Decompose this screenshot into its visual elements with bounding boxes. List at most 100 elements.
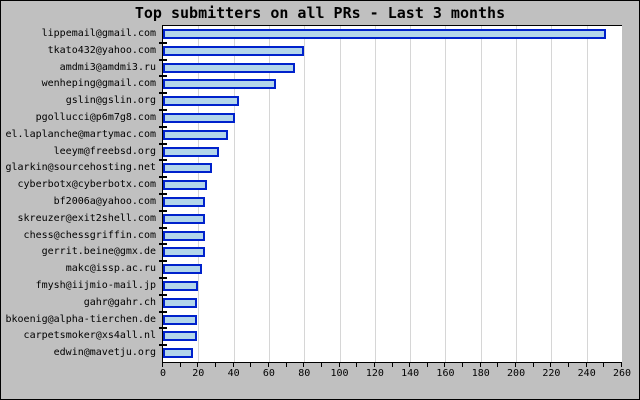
y-axis-tick — [159, 344, 167, 347]
x-axis-tick-110 — [356, 363, 358, 367]
category-label: bkoenig@alpha-tierchen.de — [5, 313, 156, 325]
bar-leeym@freebsd.org — [163, 146, 220, 157]
bar-bkoenig@alpha-tierchen.de — [163, 314, 197, 325]
x-tick-label-40: 40 — [227, 368, 240, 379]
category-label: carpetsmoker@xs4all.nl — [23, 330, 156, 342]
x-axis-tick-230 — [568, 363, 570, 367]
bar-edwin@mavetju.org — [163, 348, 193, 359]
x-axis-tick-180 — [479, 363, 481, 367]
x-axis-tick-240 — [585, 363, 587, 367]
x-axis-tick-200 — [515, 363, 517, 367]
x-tick-label-180: 180 — [471, 368, 490, 379]
bar-bf2006a@yahoo.com — [163, 197, 206, 207]
gridline-x-80 — [304, 26, 306, 362]
x-axis-tick-220 — [550, 363, 552, 367]
gridline-x-100 — [339, 26, 341, 362]
plot-area — [159, 25, 622, 363]
x-axis-tick-160 — [444, 363, 446, 367]
x-tick-label-140: 140 — [401, 368, 420, 379]
category-label: tkato432@yahoo.com — [47, 44, 156, 56]
x-axis-tick-80 — [303, 363, 305, 367]
x-tick-label-260: 260 — [612, 368, 632, 379]
x-axis-tick-100 — [338, 363, 340, 367]
x-axis-tick-170 — [462, 363, 464, 367]
gridline-x-220 — [551, 26, 553, 362]
y-axis-tick — [159, 75, 167, 78]
x-tick-label-200: 200 — [507, 368, 526, 379]
x-axis-tick-70 — [285, 363, 287, 367]
y-axis-tick — [159, 142, 167, 145]
bar-makc@issp.ac.ru — [163, 264, 202, 275]
x-axis-tick-130 — [391, 363, 393, 367]
gridline-x-200 — [516, 26, 518, 362]
category-label: lippemail@gmail.com — [41, 28, 156, 39]
x-axis-tick-260 — [621, 363, 622, 367]
x-tick-label-220: 220 — [542, 368, 561, 379]
bar-chess@chessgriffin.com — [163, 230, 206, 241]
bar-wenheping@gmail.com — [163, 79, 276, 90]
bar-lippemail@gmail.com — [163, 29, 607, 39]
category-label: wenheping@gmail.com — [41, 78, 156, 90]
x-axis-tick-50 — [250, 363, 252, 367]
category-label: edwin@mavetju.org — [53, 347, 156, 359]
y-axis-tick — [159, 41, 167, 44]
y-axis-tick — [159, 125, 167, 128]
bar-cyberbotx@cyberbotx.com — [163, 180, 208, 191]
bar-gahr@gahr.ch — [163, 297, 197, 308]
x-axis-tick-10 — [179, 363, 181, 367]
x-axis-tick-150 — [426, 363, 428, 367]
x-axis-tick-30 — [214, 363, 216, 367]
x-tick-label-100: 100 — [330, 368, 349, 379]
gridline-x-40 — [233, 26, 235, 362]
y-axis-tick — [159, 109, 167, 111]
category-label: gslin@gslin.org — [65, 95, 156, 107]
category-label: cyberbotx@cyberbotx.com — [17, 179, 156, 191]
x-tick-label-160: 160 — [436, 368, 455, 379]
y-axis-tick — [159, 193, 167, 195]
y-axis-tick — [159, 58, 167, 61]
bar-skreuzer@exit2shell.com — [163, 213, 206, 224]
category-label: chess@chessgriffin.com — [23, 229, 156, 241]
bar-el.laplanche@martymac.com — [163, 129, 229, 140]
bar-tkato432@yahoo.com — [163, 45, 305, 56]
gridline-x-180 — [480, 26, 482, 362]
gridline-x-20 — [198, 26, 200, 362]
y-axis-tick — [159, 176, 167, 179]
x-axis-tick-190 — [497, 363, 499, 367]
gridline-x-140 — [410, 26, 412, 362]
y-axis-tick — [159, 260, 167, 263]
y-axis-labels: lippemail@gmail.com tkato432@yahoo.com amd… — [1, 26, 156, 362]
gridline-x-240 — [586, 26, 588, 362]
bar-gerrit.beine@gmx.de — [163, 247, 206, 258]
x-tick-label-80: 80 — [298, 368, 311, 379]
x-axis-tick-40 — [232, 363, 234, 367]
x-axis-tick-210 — [532, 363, 534, 367]
category-label: glarkin@sourcehosting.net — [5, 162, 156, 174]
bar-fmysh@iijmio-mail.jp — [163, 281, 199, 291]
category-label: skreuzer@exit2shell.com — [17, 212, 156, 224]
category-label: bf2006a@yahoo.com — [53, 196, 156, 207]
bar-pgollucci@p6m7g8.com — [163, 113, 236, 123]
y-axis-tick — [159, 159, 167, 162]
x-tick-label-120: 120 — [365, 368, 384, 379]
gridline-x-120 — [374, 26, 376, 362]
y-axis-tick — [159, 226, 167, 229]
y-axis-tick — [159, 327, 167, 330]
x-tick-label-0: 0 — [159, 368, 167, 379]
bar-glarkin@sourcehosting.net — [163, 163, 213, 174]
category-label: el.laplanche@martymac.com — [5, 128, 156, 140]
gridline-x-60 — [268, 26, 270, 362]
category-label: gerrit.beine@gmx.de — [41, 246, 156, 258]
y-axis-tick — [159, 277, 167, 279]
category-label: leeym@freebsd.org — [53, 145, 156, 157]
category-label: amdmi3@amdmi3.ru — [59, 61, 156, 73]
x-axis-tick-250 — [603, 363, 605, 367]
y-axis-tick — [159, 243, 167, 246]
x-axis-tick-140 — [409, 363, 411, 367]
y-axis-tick — [159, 293, 167, 296]
x-tick-label-20: 20 — [192, 368, 205, 379]
x-axis-tick-0 — [162, 363, 163, 367]
x-axis-tick-90 — [320, 363, 322, 367]
bar-gslin@gslin.org — [163, 96, 239, 107]
